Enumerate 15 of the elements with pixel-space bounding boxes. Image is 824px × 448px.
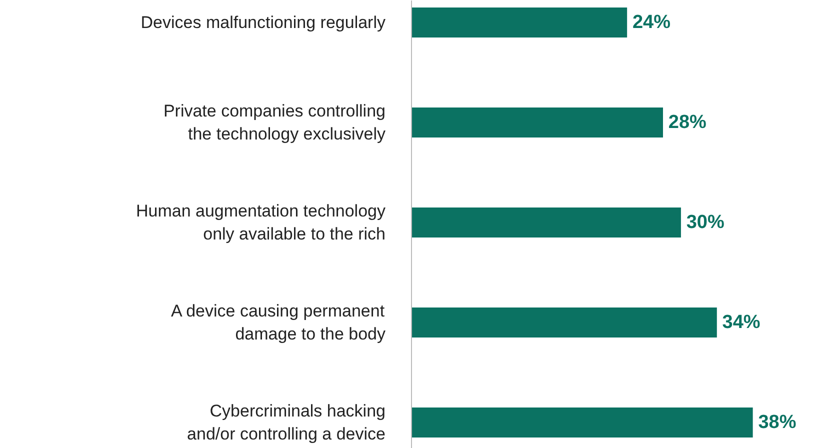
data-label: 28% <box>668 112 707 133</box>
bar <box>412 208 681 238</box>
data-label: 38% <box>758 412 796 433</box>
y-tick-label: Private companies controlling the technology exclusively <box>163 102 386 144</box>
y-tick-label: Human augmentation technology only available to the rich <box>136 202 386 244</box>
bar <box>412 308 717 338</box>
bar <box>412 408 753 438</box>
y-tick-label: A device causing permanent damage to the body <box>170 302 386 344</box>
y-tick-label: Cybercriminals hacking and/or controlling a device <box>187 402 386 444</box>
data-label: 30% <box>686 212 724 233</box>
bar <box>412 108 663 138</box>
data-label: 34% <box>722 312 760 333</box>
bar <box>412 8 628 38</box>
y-tick-label: Devices malfunctioning regularly <box>140 13 386 32</box>
data-label: 24% <box>632 12 671 33</box>
